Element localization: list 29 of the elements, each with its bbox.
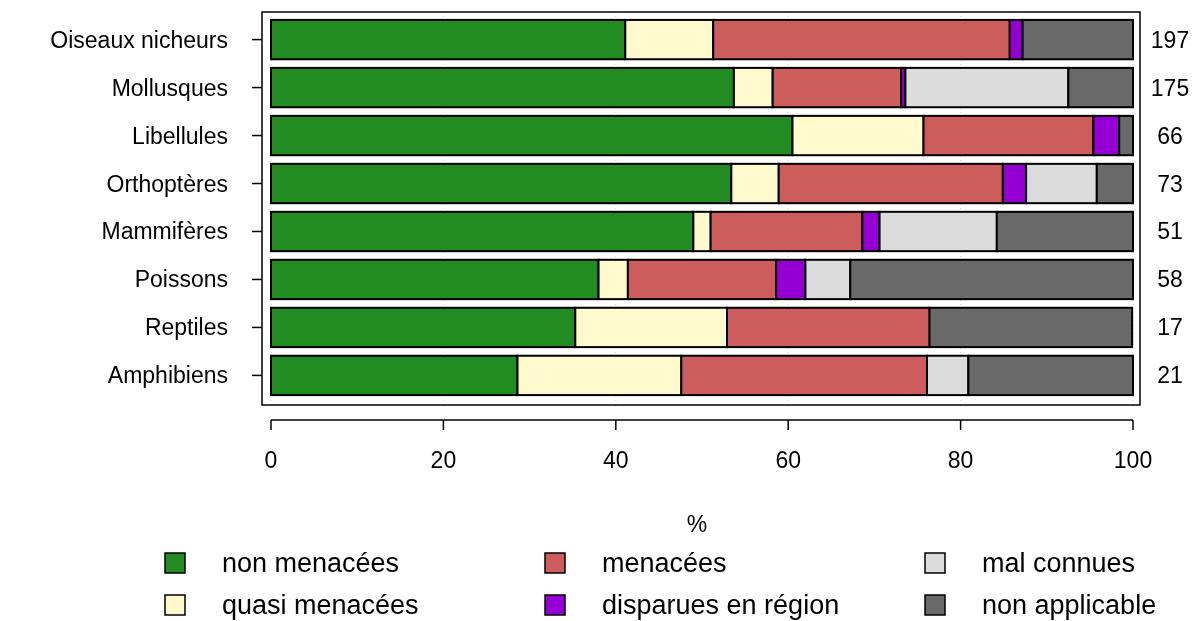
text: 51 <box>1157 218 1183 245</box>
x-tick-label: 80 <box>947 447 974 473</box>
legend-label: quasi menacées <box>222 590 419 620</box>
x-tick-label: 40 <box>603 447 629 473</box>
text: 58 <box>1157 266 1183 293</box>
y-tick-label: Orthoptères <box>106 170 228 197</box>
y-tick-label: Mollusques <box>111 74 228 101</box>
x-axis-title: % <box>686 511 708 537</box>
legend-label: disparues en région <box>602 590 840 620</box>
text: 73 <box>1157 170 1183 197</box>
legend-label: mal connues <box>982 548 1136 578</box>
text: 175 <box>1150 74 1190 101</box>
text: 66 <box>1157 122 1183 149</box>
y-tick-label: Reptiles <box>144 314 228 341</box>
x-tick-label: 20 <box>430 447 457 473</box>
y-tick-label: Mammifères <box>101 218 228 245</box>
legend-label: non menacées <box>222 548 400 578</box>
text: 21 <box>1157 362 1183 389</box>
text: 17 <box>1157 314 1183 341</box>
x-tick-label: 100 <box>1113 447 1153 473</box>
y-tick-label: Poissons <box>134 266 228 293</box>
x-tick-label: 60 <box>775 447 801 473</box>
y-tick-label: Libellules <box>132 122 228 149</box>
legend-label: menacées <box>602 548 727 578</box>
x-tick-label: 0 <box>264 447 278 473</box>
y-tick-label: Amphibiens <box>107 362 228 389</box>
text: 197 <box>1150 26 1190 53</box>
y-tick-label: Oiseaux nicheurs <box>50 26 228 53</box>
legend-label: non applicable <box>982 590 1157 620</box>
